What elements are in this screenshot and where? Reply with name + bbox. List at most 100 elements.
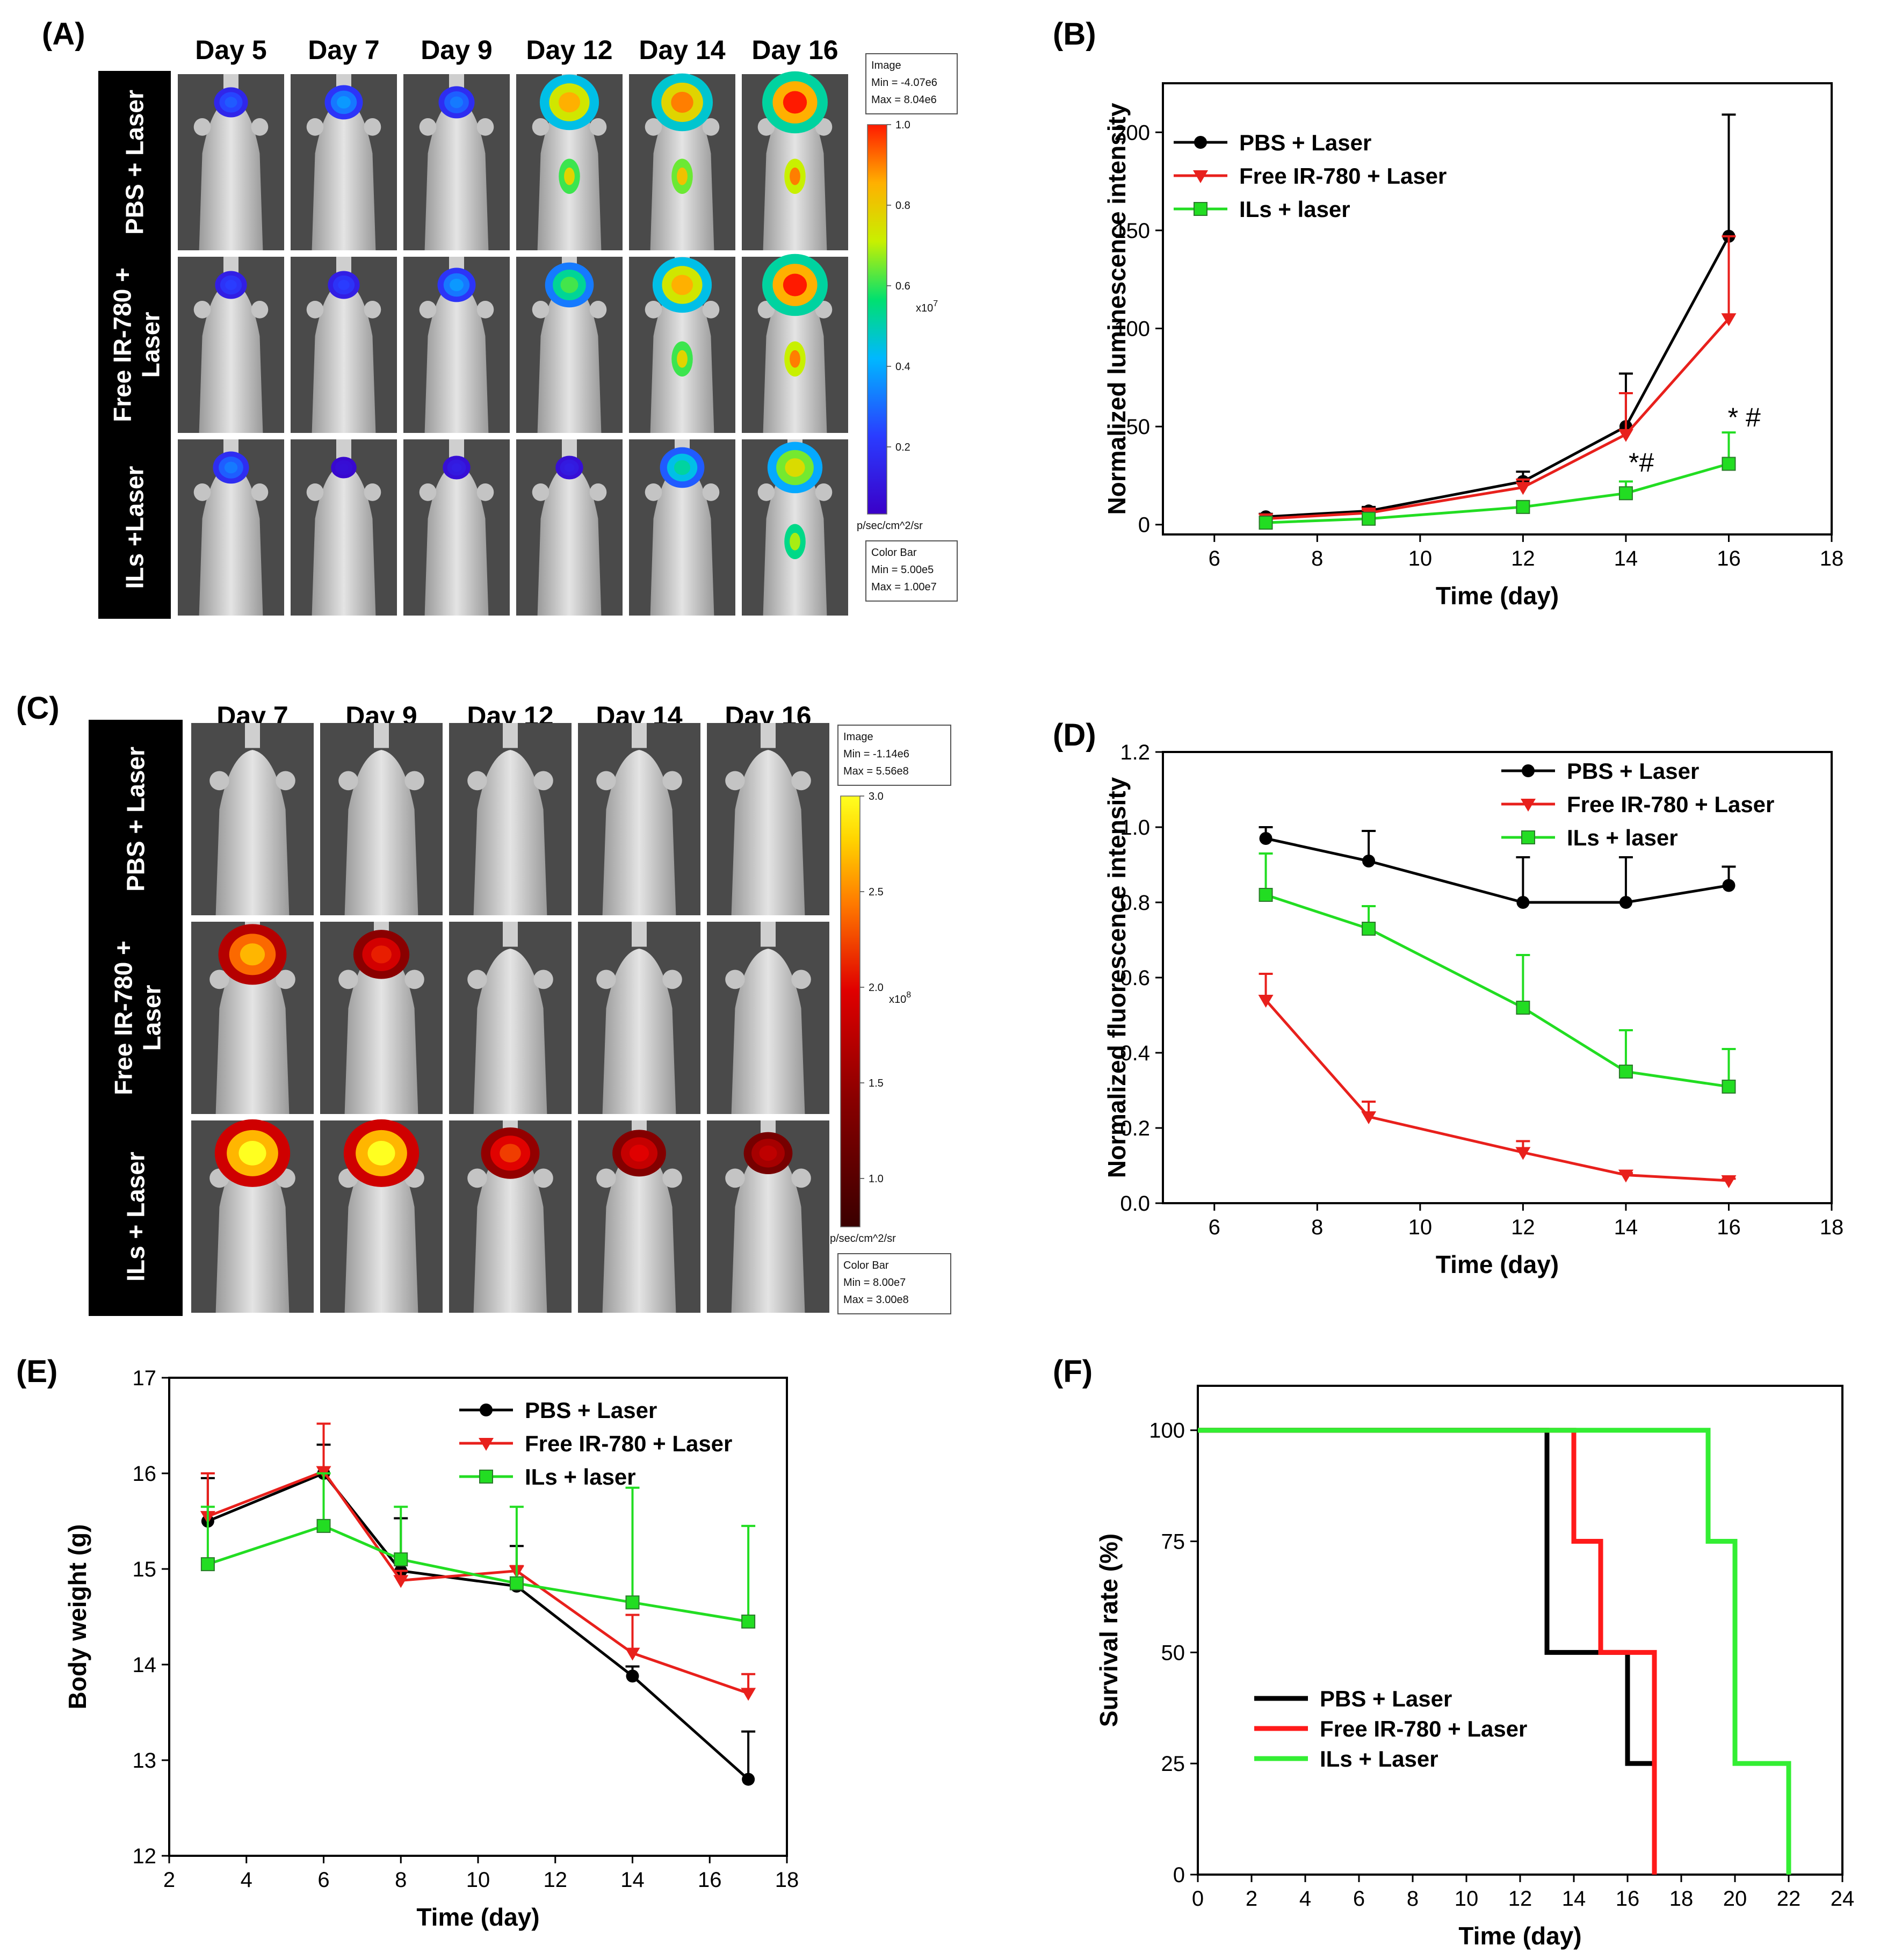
series-line (1265, 893, 1729, 1088)
mouse-body (344, 750, 418, 915)
colorbar-exponent-power: 7 (933, 299, 938, 308)
data-point (1721, 1175, 1737, 1188)
signal-metastasis-core (790, 532, 800, 551)
mouse-image (449, 922, 572, 1114)
data-point (1362, 511, 1376, 526)
mouse-ear-left (306, 483, 324, 501)
colorbar-tick-label: 0.8 (895, 200, 910, 212)
colorbar-info-max: Max = 3.00e8 (843, 1294, 909, 1306)
series-line (207, 1524, 749, 1623)
mouse-body (215, 750, 290, 915)
mouse-image (291, 74, 397, 251)
legend-marker (480, 1404, 493, 1416)
mouse-body (199, 464, 263, 616)
mouse-image (578, 1120, 700, 1313)
legend-marker (1522, 764, 1535, 777)
y-tick-label: 25 (1161, 1752, 1185, 1776)
mouse-ear-left (645, 483, 662, 501)
y-tick-label: 13 (133, 1749, 157, 1773)
colorbar-info-title: Color Bar (871, 547, 917, 559)
mouse-ear-left (532, 301, 549, 319)
signal-metastasis-core (564, 167, 575, 185)
mouse-ear-right (404, 771, 424, 791)
series-free-ir-780-laser (1258, 973, 1737, 1188)
mouse-ear-left (419, 483, 437, 501)
x-tick-label: 24 (1831, 1887, 1855, 1911)
series-line (207, 1470, 749, 1695)
mouse-ear-left (532, 483, 549, 501)
series-ils-laser (1198, 1428, 1791, 1875)
mouse-image (742, 71, 848, 251)
mouse-body (731, 750, 805, 915)
mouse-ear-right (533, 771, 553, 791)
y-axis-label: Normalized luminescence intensity (1103, 103, 1131, 515)
x-tick-label: 16 (698, 1868, 722, 1892)
legend-label: PBS + Laser (525, 1398, 657, 1423)
image-info-title: Image (843, 731, 873, 743)
signal-peak (371, 945, 392, 964)
signal-peak (240, 943, 265, 966)
x-tick-label: 6 (317, 1868, 329, 1892)
colorbar-tick-label: 1.0 (869, 1173, 884, 1185)
data-point (1362, 855, 1376, 867)
mouse-ear-right (276, 771, 295, 791)
legend-label: Free IR-780 + Laser (1567, 792, 1774, 817)
colorbar (867, 124, 887, 515)
colorbar-exponent: x108 (889, 990, 911, 1006)
image-info-max: Max = 5.56e8 (843, 765, 909, 777)
mouse-ear-right (364, 483, 381, 501)
data-point (1259, 516, 1273, 530)
signal-peak (671, 274, 693, 295)
mouse-ear-left (645, 118, 662, 136)
data-point (393, 1575, 409, 1588)
mouse-body (602, 750, 676, 915)
data-point (1618, 486, 1633, 501)
x-tick-label: 6 (1209, 1216, 1220, 1239)
mouse-body (215, 1147, 290, 1313)
mouse-body (473, 949, 547, 1114)
y-tick-label: 15 (133, 1558, 157, 1581)
mouse-body (537, 464, 602, 616)
legend-marker (479, 1470, 493, 1484)
mouse-ear-right (533, 1168, 553, 1188)
mouse-ear-left (193, 301, 211, 319)
mouse-ear-right (276, 970, 295, 989)
signal-metastasis-core (677, 350, 688, 368)
series-line (1264, 999, 1729, 1182)
day-heading: Day 9 (421, 35, 492, 65)
mouse-ear-left (725, 1168, 745, 1188)
mouse-ear-left (306, 301, 324, 319)
signal-peak (674, 460, 691, 475)
mouse-ear-right (815, 483, 833, 501)
x-tick-label: 2 (1246, 1887, 1257, 1911)
y-tick-label: 0.0 (1120, 1192, 1150, 1216)
legend-label: ILs + laser (1239, 197, 1350, 222)
y-tick-label: 150 (1114, 219, 1150, 243)
group-label-line1: PBS + Laser (122, 747, 150, 892)
mouse-ear-right (589, 301, 607, 319)
x-tick-label: 10 (1408, 1216, 1433, 1239)
mouse-ear-right (589, 118, 607, 136)
group-label: Free IR-780 +Laser (110, 941, 166, 1095)
x-tick-label: 14 (620, 1868, 645, 1892)
colorbar (840, 795, 861, 1227)
signal-peak (238, 1140, 266, 1166)
data-point (1361, 1111, 1377, 1124)
fluorescence-chart: 6 8 10 12 14 16 18 0.0 0.2 0.4 0.6 0.8 1.0 1.2 Time (d… (1103, 741, 1843, 1278)
mouse-image (178, 257, 284, 433)
colorbar-units: p/sec/cm^2/sr (830, 1233, 896, 1245)
x-tick-label: 18 (775, 1868, 799, 1892)
data-point (1258, 995, 1274, 1008)
data-point (509, 1576, 524, 1590)
legend-label: ILs + laser (1567, 825, 1678, 850)
mouse-ear-left (338, 970, 358, 989)
mouse-body (424, 98, 489, 251)
mouse-ear-left (193, 118, 211, 136)
signal-metastasis-core (677, 167, 688, 185)
mouse-ear-left (725, 771, 745, 791)
x-axis-label: Time (day) (1458, 1922, 1581, 1950)
mouse-ear-left (467, 970, 487, 989)
y-axis-label: Body weight (g) (63, 1524, 91, 1710)
mouse-ear-left (725, 970, 745, 989)
signal-peak (337, 96, 351, 109)
